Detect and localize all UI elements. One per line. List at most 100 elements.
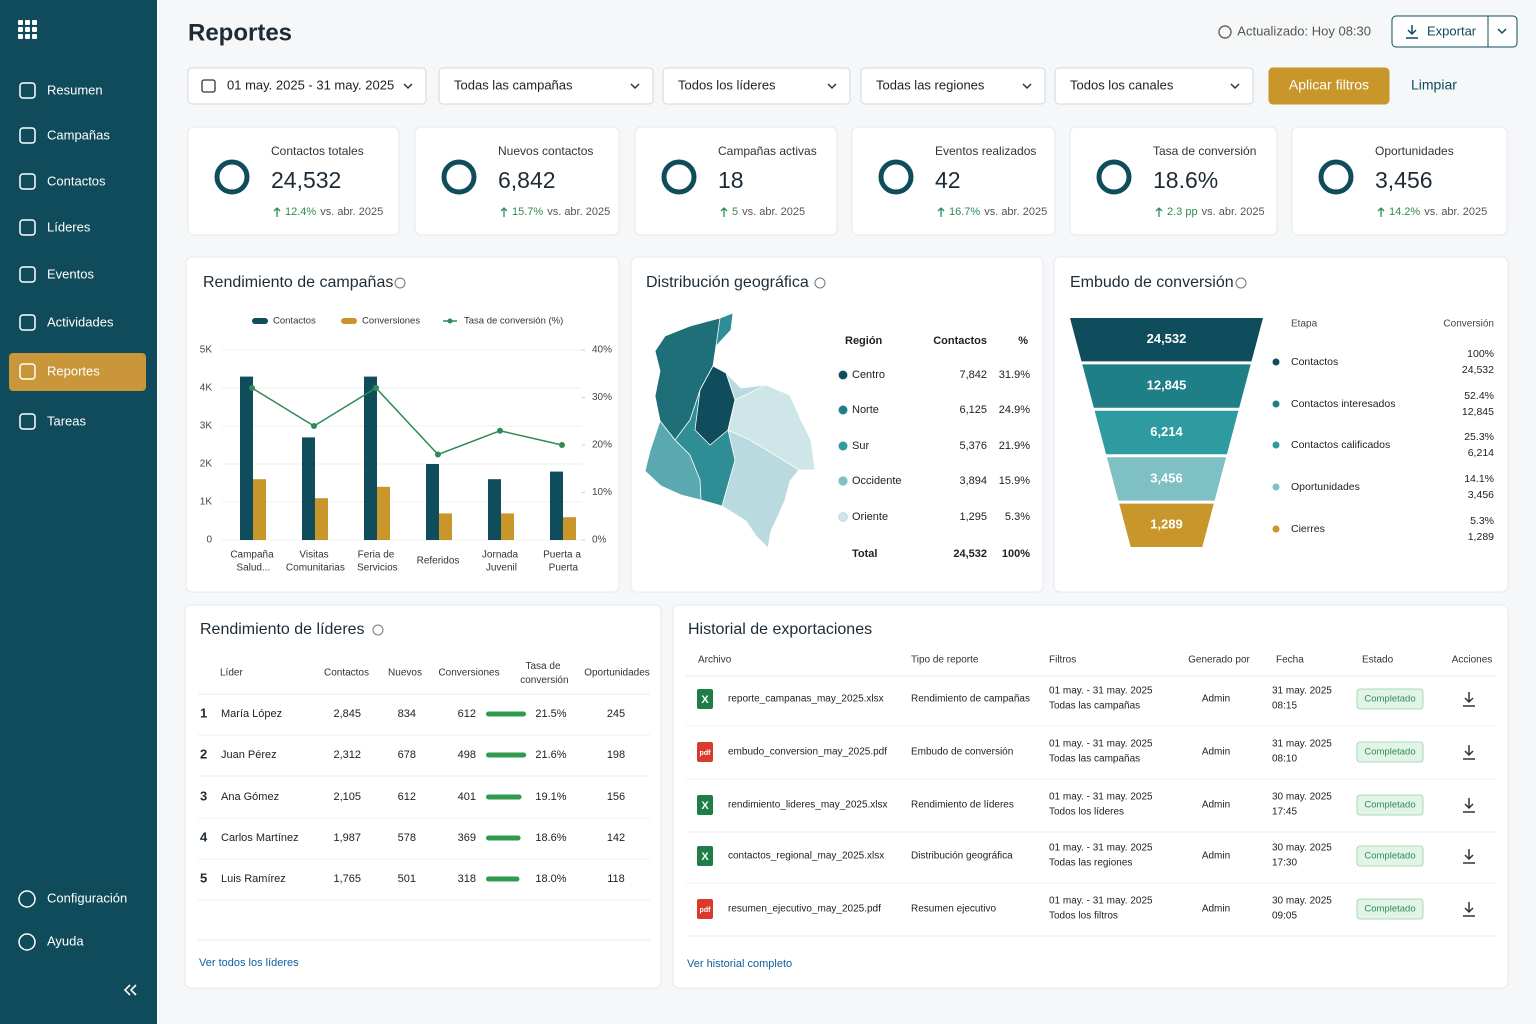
date-line: 30 may. 2025 bbox=[1272, 896, 1332, 907]
bar bbox=[563, 517, 576, 540]
bar bbox=[426, 464, 439, 540]
filter-line: 01 may. - 31 may. 2025 bbox=[1049, 896, 1153, 907]
view-history-link[interactable]: Ver historial completo bbox=[687, 958, 792, 970]
select-filter[interactable] bbox=[438, 67, 654, 105]
rate-bar bbox=[486, 794, 522, 800]
leader-cell: 142 bbox=[607, 832, 625, 844]
leader-name: Juan Pérez bbox=[221, 749, 277, 761]
report-type: Rendimiento de campañas bbox=[911, 694, 1030, 705]
kpi-delta-compare: vs. abr. 2025 bbox=[984, 206, 1047, 218]
nav-icon bbox=[19, 363, 36, 380]
region-map bbox=[644, 312, 816, 549]
rate-point bbox=[249, 385, 255, 391]
kpi-delta: 2.3 pp vs. abr. 2025 bbox=[1167, 206, 1265, 218]
stage-dot bbox=[1272, 441, 1280, 449]
report-type: Resumen ejecutivo bbox=[911, 904, 996, 915]
funnel-stage bbox=[1094, 410, 1239, 455]
exports-header: Fecha bbox=[1276, 655, 1304, 666]
select-filter[interactable] bbox=[1054, 67, 1254, 105]
select-filter-label[interactable]: Todos los líderes bbox=[678, 77, 776, 92]
clear-link[interactable]: Limpiar bbox=[1411, 77, 1457, 93]
download-action[interactable] bbox=[1463, 849, 1475, 864]
collapse-icon[interactable] bbox=[123, 984, 137, 996]
chevron-icon bbox=[1022, 83, 1032, 90]
bar bbox=[501, 513, 514, 540]
filter-line: Todos los líderes bbox=[1049, 807, 1124, 818]
chevron-icon bbox=[1497, 28, 1507, 35]
select-filter[interactable] bbox=[662, 67, 851, 105]
stage-conversion: 100% bbox=[1467, 348, 1494, 360]
bar bbox=[488, 479, 501, 540]
nav-item[interactable]: Eventos bbox=[47, 266, 94, 281]
panel-title: Distribución geográfica bbox=[646, 274, 809, 291]
date-line: 08:10 bbox=[1272, 754, 1297, 765]
info-icon bbox=[372, 624, 384, 636]
file-icon bbox=[697, 689, 713, 709]
geo-cell: 6,125 bbox=[959, 404, 987, 416]
view-all-link[interactable]: Ver todos los líderes bbox=[199, 957, 299, 969]
date-filter[interactable] bbox=[187, 67, 427, 105]
file-name: resumen_ejecutivo_may_2025.pdf bbox=[728, 904, 881, 915]
export-button[interactable] bbox=[1391, 15, 1518, 48]
select-filter-label[interactable]: Todas las regiones bbox=[876, 77, 985, 92]
select-filter-label[interactable]: Todas las campañas bbox=[454, 77, 573, 92]
apply-button[interactable] bbox=[1268, 67, 1390, 105]
geo-cell: Centro bbox=[852, 369, 885, 381]
nav-item[interactable]: Tareas bbox=[47, 413, 87, 428]
export-label[interactable]: Exportar bbox=[1427, 23, 1477, 38]
nav-icon bbox=[19, 266, 36, 283]
nav-item[interactable]: Campañas bbox=[47, 127, 110, 142]
leaders-header: Conversiones bbox=[438, 668, 499, 679]
download-action[interactable] bbox=[1463, 745, 1475, 760]
kpi-delta-value: 12.4% bbox=[285, 206, 316, 218]
stage-label: Contactos bbox=[1291, 356, 1338, 368]
leader-cell: 318 bbox=[458, 873, 476, 885]
nav-item[interactable]: Líderes bbox=[47, 219, 91, 234]
kpi-value: 18 bbox=[718, 167, 744, 193]
file-icon-label: X bbox=[701, 800, 709, 812]
date-line: 31 may. 2025 bbox=[1272, 686, 1332, 697]
geo-cell: 3,894 bbox=[959, 475, 987, 487]
nav-item[interactable]: Configuración bbox=[47, 890, 127, 905]
leaders-header: Nuevos bbox=[388, 668, 422, 679]
download-action[interactable] bbox=[1463, 692, 1475, 707]
report-type: Rendimiento de líderes bbox=[911, 800, 1014, 811]
date-line: 30 may. 2025 bbox=[1272, 843, 1332, 854]
stage-dot bbox=[1272, 525, 1280, 533]
y-tick-label: 2K bbox=[200, 459, 213, 470]
download-action[interactable] bbox=[1463, 798, 1475, 813]
nav-item[interactable]: Reportes bbox=[47, 363, 100, 378]
kpi-card bbox=[634, 126, 838, 236]
bar bbox=[439, 513, 452, 540]
nav-item[interactable]: Resumen bbox=[47, 82, 103, 97]
funnel-stage bbox=[1070, 318, 1263, 362]
generated-by: Admin bbox=[1202, 904, 1230, 915]
filter-line: Todas las regiones bbox=[1049, 858, 1132, 869]
leader-cell: 501 bbox=[398, 873, 416, 885]
leader-cell: 2,312 bbox=[333, 749, 361, 761]
page-title: Reportes bbox=[188, 19, 292, 46]
y-tick-label: 3K bbox=[200, 421, 213, 432]
download-action[interactable] bbox=[1463, 902, 1475, 917]
file-icon bbox=[697, 795, 713, 815]
region-dot bbox=[838, 476, 848, 486]
rate-point bbox=[311, 423, 317, 429]
nav-item[interactable]: Ayuda bbox=[47, 933, 84, 948]
apply-label[interactable]: Aplicar filtros bbox=[1289, 77, 1369, 93]
x-tick-label: Visitas Comunitarias bbox=[283, 549, 345, 573]
stage-dot bbox=[1272, 400, 1280, 408]
select-filter[interactable] bbox=[860, 67, 1046, 105]
y-tick-label: 4K bbox=[200, 383, 213, 394]
kpi-value: 18.6% bbox=[1153, 167, 1218, 193]
bar bbox=[364, 376, 377, 540]
bar bbox=[550, 471, 563, 540]
geo-total: 24,532 bbox=[953, 548, 987, 560]
nav-active bbox=[9, 353, 146, 391]
nav-item[interactable]: Actividades bbox=[47, 314, 114, 329]
nav-icon bbox=[19, 219, 36, 236]
select-filter-label[interactable]: Todos los canales bbox=[1070, 77, 1174, 92]
leader-cell: 2,845 bbox=[333, 708, 361, 720]
apps-icon[interactable] bbox=[18, 20, 37, 39]
nav-item[interactable]: Contactos bbox=[47, 173, 106, 188]
